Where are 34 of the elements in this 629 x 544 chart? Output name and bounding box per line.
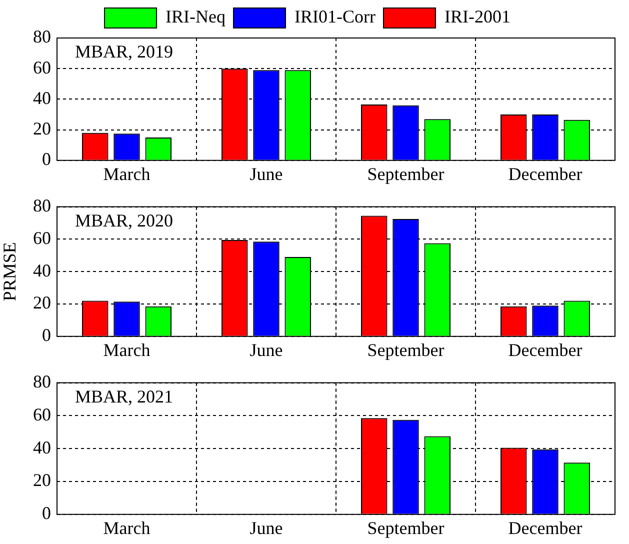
y-tick-label: 20 (33, 292, 51, 313)
y-axis-title: PRMSE (0, 242, 20, 302)
legend-label: IRI-Neq (166, 6, 226, 27)
legend-label: IRI01-Corr (294, 6, 376, 27)
x-tick-label: June (250, 518, 283, 538)
x-tick-label: December (508, 340, 582, 360)
y-tick-label: 40 (33, 437, 51, 458)
y-tick-label: 0 (42, 149, 51, 170)
y-tick-label: 80 (33, 196, 51, 216)
x-tick-label: December (508, 518, 582, 538)
x-tick-label: March (103, 518, 150, 538)
x-tick-label: June (250, 340, 283, 360)
x-tick-label: September (367, 340, 444, 360)
x-tick-label: March (103, 340, 150, 360)
x-tick-label: September (367, 164, 444, 184)
y-tick-label: 60 (33, 404, 51, 424)
y-tick-label: 40 (33, 88, 51, 108)
y-tick-label: 60 (33, 57, 51, 78)
x-tick-label: June (250, 164, 283, 184)
x-tick-label: March (103, 164, 150, 184)
y-tick-label: 20 (33, 118, 51, 139)
y-tick-label: 40 (33, 260, 51, 280)
y-tick-label: 80 (33, 372, 51, 392)
x-tick-label: December (508, 164, 582, 184)
y-tick-label: 0 (42, 503, 51, 524)
y-tick-label: 20 (33, 470, 51, 490)
x-tick-label: September (367, 518, 444, 538)
y-tick-label: 0 (42, 325, 51, 346)
annotation: MBAR, 2020 (75, 210, 174, 231)
y-tick-label: 80 (33, 26, 51, 47)
annotation: MBAR, 2019 (75, 42, 174, 62)
y-tick-label: 60 (33, 228, 51, 248)
annotation: MBAR, 2021 (75, 386, 174, 407)
legend-label: IRI-2001 (444, 6, 510, 27)
